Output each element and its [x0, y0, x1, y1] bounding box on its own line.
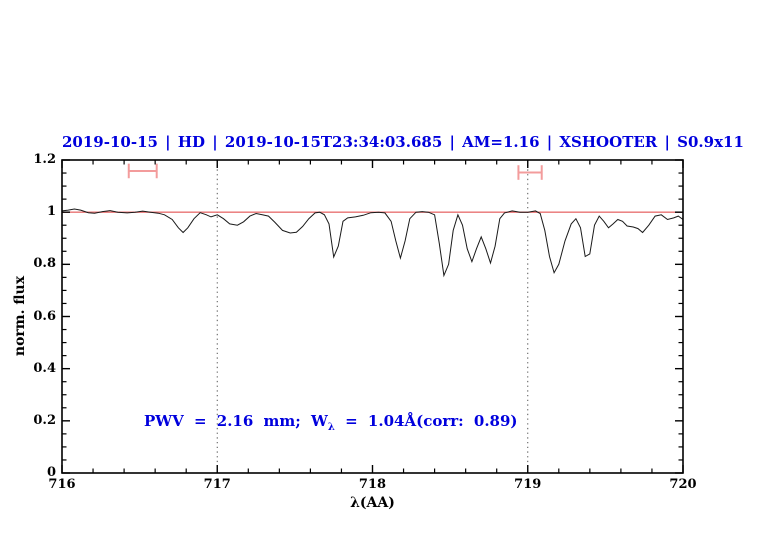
- y-tick-label: 0.4: [33, 360, 56, 376]
- y-tick-label: 1.2: [33, 152, 56, 167]
- plot-title: 2019-10-15 | HD | 2019-10-15T23:34:03.68…: [62, 133, 744, 151]
- x-tick-label: 719: [514, 477, 542, 492]
- x-tick-label: 717: [203, 477, 231, 492]
- pwv-annotation-subscript: λ: [327, 422, 335, 433]
- pwv-annotation-post: = 1.04Å(corr: 0.89): [334, 412, 518, 430]
- x-tick-label: 720: [669, 477, 697, 492]
- y-tick-label: 0.6: [33, 308, 56, 324]
- y-tick-label: 0.2: [33, 412, 56, 428]
- y-tick-label: 0.8: [33, 256, 56, 272]
- y-tick-label: 0: [46, 465, 56, 480]
- pwv-annotation: PWV = 2.16 mm; Wλ = 1.04Å(corr: 0.89): [144, 412, 518, 433]
- y-tick-label: 1: [46, 204, 56, 220]
- pwv-annotation-pre: PWV = 2.16 mm; W: [144, 412, 328, 430]
- x-tick-label: 718: [358, 477, 387, 492]
- x-axis-label: λ(AA): [350, 495, 395, 511]
- x-tick-label: 716: [48, 477, 76, 492]
- spectrum-line: [61, 208, 684, 278]
